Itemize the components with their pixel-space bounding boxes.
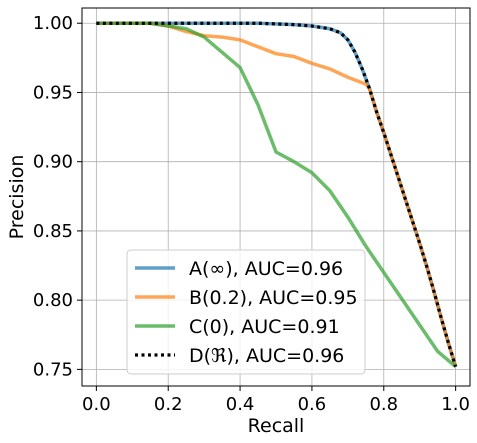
x-tick-label: 0.6 (298, 394, 327, 415)
ticks: 0.0 0.2 0.4 0.6 0.8 1.0 0.75 0.80 0.85 0.90 0.95 1.… (33, 13, 470, 415)
y-tick-label: 0.90 (33, 152, 73, 173)
y-axis-label: Precision (6, 155, 28, 240)
series-line-3 (96, 21, 457, 368)
legend-label-4: D(ℜ), AUC=0.96 (189, 345, 344, 367)
y-tick-label: 0.85 (33, 221, 73, 242)
y-tick-label: 0.75 (33, 359, 73, 380)
y-tick-label: 1.00 (33, 13, 73, 34)
x-tick-label: 0.0 (82, 394, 111, 415)
x-tick-label: 1.0 (441, 394, 470, 415)
x-tick-label: 0.4 (226, 394, 255, 415)
plot-frame (81, 7, 471, 387)
legend-label-2: B(0.2), AUC=0.95 (189, 287, 358, 309)
series-layer (96, 21, 458, 368)
x-axis-label: Recall (248, 415, 305, 437)
series-line-4 (96, 21, 458, 368)
legend: A(∞), AUC=0.96 B(0.2), AUC=0.95 C(0), AUC=… (126, 249, 366, 375)
x-tick-label: 0.8 (369, 394, 398, 415)
legend-box (126, 249, 366, 375)
legend-label-3: C(0), AUC=0.91 (189, 316, 340, 338)
y-tick-label: 0.80 (33, 290, 73, 311)
y-tick-label: 0.95 (33, 82, 73, 103)
legend-label-1: A(∞), AUC=0.96 (189, 258, 343, 280)
x-tick-label: 0.2 (154, 394, 183, 415)
